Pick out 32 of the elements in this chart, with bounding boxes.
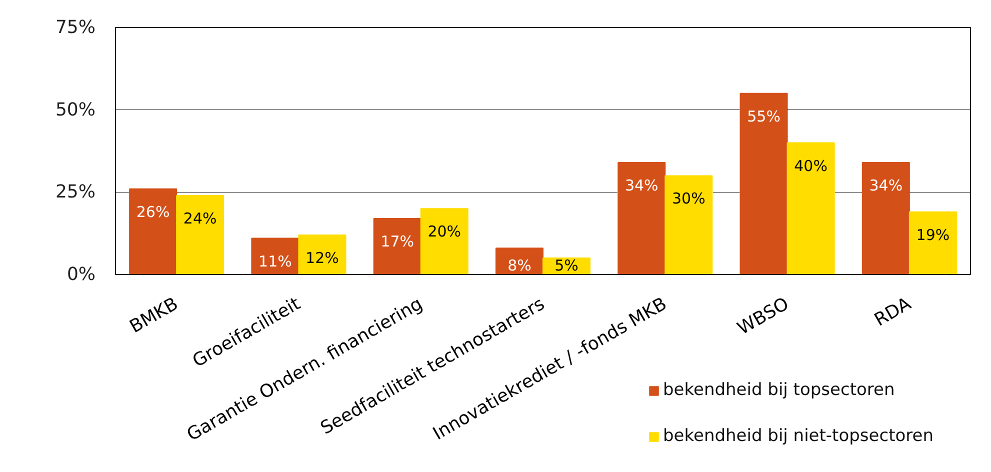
data-label: 40% bbox=[794, 156, 828, 175]
data-label: 12% bbox=[306, 248, 339, 267]
y-tick-label: 75% bbox=[55, 17, 96, 38]
bar bbox=[908, 211, 957, 274]
data-label: 26% bbox=[136, 202, 170, 221]
y-tick-label: 25% bbox=[55, 182, 96, 203]
data-label: 11% bbox=[258, 252, 292, 270]
bar bbox=[298, 234, 346, 274]
y-tick-label: 50% bbox=[55, 99, 96, 120]
bar bbox=[740, 92, 788, 274]
data-label: 5% bbox=[554, 256, 578, 274]
data-label: 8% bbox=[508, 256, 532, 274]
bar bbox=[862, 162, 910, 274]
data-label: 19% bbox=[916, 226, 950, 244]
legend-label: bekendheid bij topsectoren bbox=[663, 380, 895, 400]
bar bbox=[420, 208, 468, 274]
y-tick-label: 0% bbox=[66, 264, 96, 285]
bar bbox=[373, 218, 422, 274]
data-label: 24% bbox=[183, 209, 217, 228]
data-label: 17% bbox=[380, 232, 414, 251]
bar bbox=[786, 142, 835, 274]
data-label: 20% bbox=[428, 222, 462, 241]
bar bbox=[618, 162, 666, 274]
x-tick-label: RDA bbox=[870, 293, 916, 331]
data-label: 34% bbox=[869, 176, 903, 195]
data-label: 34% bbox=[624, 176, 658, 195]
bar bbox=[129, 188, 178, 274]
legend-label: bekendheid bij niet-topsectoren bbox=[663, 426, 934, 446]
bar bbox=[176, 194, 224, 274]
data-label: 55% bbox=[747, 107, 780, 126]
data-label: 30% bbox=[672, 190, 706, 208]
bar bbox=[664, 175, 713, 274]
